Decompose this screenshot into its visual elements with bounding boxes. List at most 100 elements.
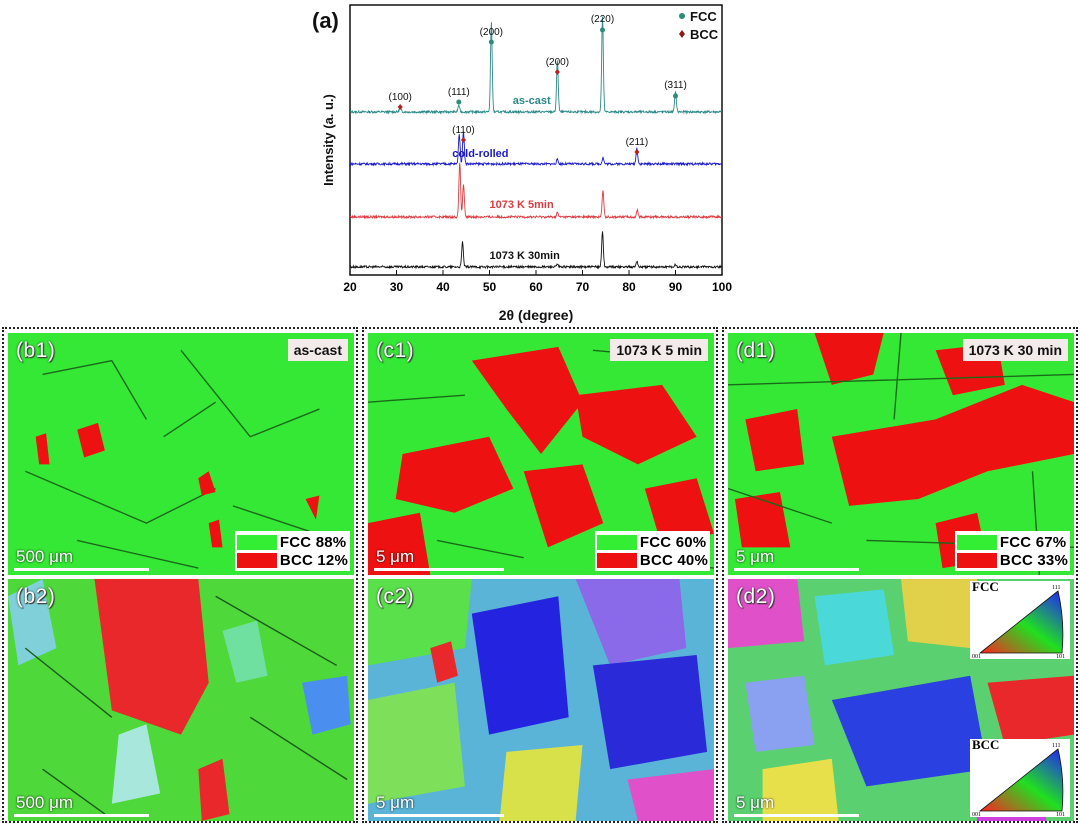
ipf-triangle-bcc: 001 101 111 <box>970 739 1070 817</box>
panel-d: (d1) 1073 K 30 min 5 μm FCC 67% BCC 33% … <box>722 327 1078 823</box>
xrd-series: as-cast cold-rolled 1073 K 5min 1073 K 30mi… <box>349 16 723 270</box>
x-tick-label: 50 <box>483 280 497 294</box>
peak-label: (200) <box>546 57 569 68</box>
peak-marker <box>554 69 560 75</box>
ipf-key-bcc: 001 101 111 BCC <box>970 737 1070 817</box>
peak-label: (211) <box>626 137 649 148</box>
scale-bar-d1 <box>734 568 859 571</box>
peak-label: (110) <box>452 125 475 136</box>
ipf-map-c2-image <box>368 579 714 821</box>
label-c1: (c1) <box>376 339 415 362</box>
ipf-map-d2: (d2) 5 μm 001 101 111 FCC <box>728 579 1074 821</box>
legend-bcc-b: BCC 12% <box>279 551 348 569</box>
panel-b: (b1) as-cast 500 μm FCC 88% BCC 12% (b2)… <box>2 327 358 823</box>
bcc-swatch <box>236 552 277 568</box>
legend-fcc-label: FCC <box>690 9 717 24</box>
label-d2: (d2) <box>736 585 776 608</box>
x-tick-label: 90 <box>669 280 683 294</box>
phase-map-c1-image <box>368 333 714 575</box>
ipf-fcc-left: 001 <box>972 654 981 659</box>
series-label: 1073 K 30min <box>490 250 561 262</box>
scale-text-b1: 500 μm <box>16 547 74 566</box>
peak-label: (220) <box>591 14 614 25</box>
series-line <box>349 231 723 270</box>
scale-text-d1: 5 μm <box>736 547 775 566</box>
fcc-swatch <box>236 534 277 550</box>
ipf-triangle-fcc: 001 101 111 <box>970 581 1070 659</box>
scale-bar-d2 <box>734 814 859 817</box>
chart-legend: FCC BCC <box>679 9 719 42</box>
condition-d: 1073 K 30 min <box>962 339 1068 361</box>
series-line <box>349 162 723 220</box>
peak-marker <box>397 104 403 110</box>
legend-bcc-d: BCC 33% <box>999 551 1068 569</box>
ipf-map-b2: (b2) 500 μm <box>8 579 354 821</box>
scale-text-c1: 5 μm <box>376 547 415 566</box>
ipf-fcc-name: FCC <box>972 579 999 594</box>
bcc-swatch <box>596 552 637 568</box>
series-label: cold-rolled <box>452 148 508 160</box>
phase-map-b1: (b1) as-cast 500 μm FCC 88% BCC 12% <box>8 333 354 575</box>
condition-b: as-cast <box>287 339 348 361</box>
plot-frame <box>349 4 723 276</box>
xrd-chart: (a) 20 30 40 50 60 70 80 90 100 as-cast cold-roll… <box>312 4 732 323</box>
ipf-map-b2-image <box>8 579 354 821</box>
scale-bar-c1 <box>374 568 504 571</box>
peak-label: (200) <box>480 27 503 38</box>
ipf-bcc-right: 101 <box>1056 812 1065 817</box>
fcc-swatch <box>596 534 637 550</box>
scale-text-b2: 500 μm <box>16 793 74 812</box>
y-axis-label: Intensity (a. u.) <box>321 94 336 186</box>
phase-map-d1: (d1) 1073 K 30 min 5 μm FCC 67% BCC 33% <box>728 333 1074 575</box>
ipf-bcc-name: BCC <box>972 737 1000 752</box>
x-tick-label: 60 <box>529 280 543 294</box>
ipf-fcc-right: 101 <box>1056 654 1065 659</box>
peak-marker <box>634 149 640 155</box>
x-ticks: 20 30 40 50 60 70 80 90 100 <box>343 270 732 294</box>
series-label: 1073 K 5min <box>490 199 554 211</box>
ipf-bcc-top: 111 <box>1052 743 1061 749</box>
condition-c: 1073 K 5 min <box>610 339 708 361</box>
legend-fcc-b: FCC 88% <box>279 533 347 551</box>
legend-bcc-label: BCC <box>690 27 719 42</box>
scale-bar-b2 <box>14 814 149 817</box>
legend-bcc-marker <box>679 30 685 38</box>
fcc-swatch <box>956 534 997 550</box>
ipf-key-fcc: 001 101 111 FCC <box>970 579 1070 659</box>
series-line <box>349 131 723 167</box>
legend-d: FCC 67% BCC 33% <box>954 531 1070 571</box>
peak-marker <box>488 39 494 45</box>
ipf-fcc-top: 111 <box>1052 585 1061 591</box>
scale-text-d2: 5 μm <box>736 793 775 812</box>
label-b1: (b1) <box>16 339 56 362</box>
panel-c: (c1) 1073 K 5 min 5 μm FCC 60% BCC 40% (… <box>362 327 718 823</box>
legend-fcc-d: FCC 67% <box>999 533 1067 551</box>
bcc-swatch <box>956 552 997 568</box>
x-tick-label: 100 <box>712 280 732 294</box>
ipf-bcc-left: 001 <box>972 812 981 817</box>
scale-bar-b1 <box>14 568 149 571</box>
label-c2: (c2) <box>376 585 415 608</box>
chart-panel-label: (a) <box>312 8 339 33</box>
scale-text-c2: 5 μm <box>376 793 415 812</box>
series-label: as-cast <box>513 95 551 107</box>
series-line <box>349 16 723 115</box>
scale-bar-c2 <box>374 814 504 817</box>
peak-marker <box>673 93 678 99</box>
peak-label: (311) <box>664 80 687 91</box>
x-tick-label: 40 <box>436 280 450 294</box>
peak-marker <box>599 27 605 33</box>
x-tick-label: 20 <box>343 280 357 294</box>
phase-map-c1: (c1) 1073 K 5 min 5 μm FCC 60% BCC 40% <box>368 333 714 575</box>
legend-bcc-c: BCC 40% <box>639 551 708 569</box>
peak-marker <box>460 137 466 143</box>
legend-c: FCC 60% BCC 40% <box>594 531 710 571</box>
peak-annotations: (100) (111) (200) (200) (220) (311) (110) (211) <box>389 14 687 155</box>
x-tick-label: 30 <box>390 280 404 294</box>
label-b2: (b2) <box>16 585 56 608</box>
legend-fcc-marker <box>679 13 685 19</box>
legend-fcc-c: FCC 60% <box>639 533 707 551</box>
peak-label: (100) <box>389 92 412 103</box>
label-d1: (d1) <box>736 339 776 362</box>
ipf-map-c2: (c2) 5 μm <box>368 579 714 821</box>
